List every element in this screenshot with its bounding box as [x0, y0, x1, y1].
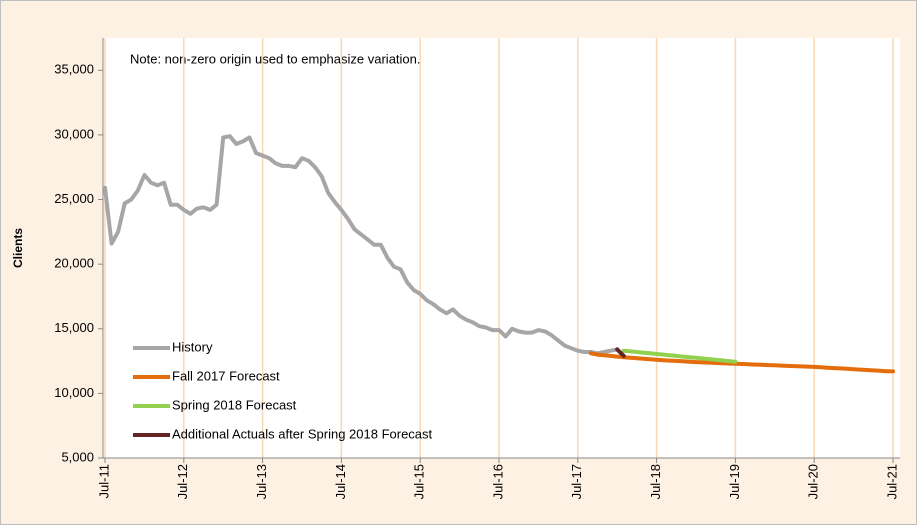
x-tick-label: Jul-16	[490, 464, 505, 499]
y-tick-label: 20,000	[54, 256, 94, 271]
x-tick-label: Jul-11	[96, 464, 111, 498]
legend-label: History	[172, 339, 213, 354]
x-tick-label: Jul-13	[254, 464, 269, 499]
legend-label: Additional Actuals after Spring 2018 For…	[172, 426, 433, 441]
plot-area	[103, 38, 900, 458]
series-line	[621, 348, 738, 364]
annotation: Note: non-zero origin used to emphasize …	[130, 51, 421, 66]
series-line	[103, 134, 620, 356]
x-tick-label: Jul-18	[648, 464, 663, 499]
series-line	[615, 347, 626, 358]
x-tick-label: Jul-20	[806, 464, 821, 499]
y-tick-label: 10,000	[54, 385, 94, 400]
y-tick-label: 25,000	[54, 191, 94, 206]
x-tick-label: Jul-12	[175, 464, 190, 499]
y-axis-label: Clients	[11, 228, 25, 268]
y-tick-label: 30,000	[54, 126, 94, 141]
legend-label: Spring 2018 Forecast	[172, 397, 297, 412]
y-tick-label: 15,000	[54, 320, 94, 335]
y-tick-label: 35,000	[54, 62, 94, 77]
x-tick-label: Jul-14	[333, 464, 348, 499]
x-tick-label: Jul-17	[569, 464, 584, 499]
x-tick-label: Jul-15	[412, 464, 427, 499]
legend-label: Fall 2017 Forecast	[172, 368, 280, 383]
series-line	[588, 351, 895, 374]
y-tick-label: 5,000	[61, 449, 94, 464]
x-tick-label: Jul-19	[727, 464, 742, 499]
x-tick-label: Jul-21	[884, 464, 899, 499]
